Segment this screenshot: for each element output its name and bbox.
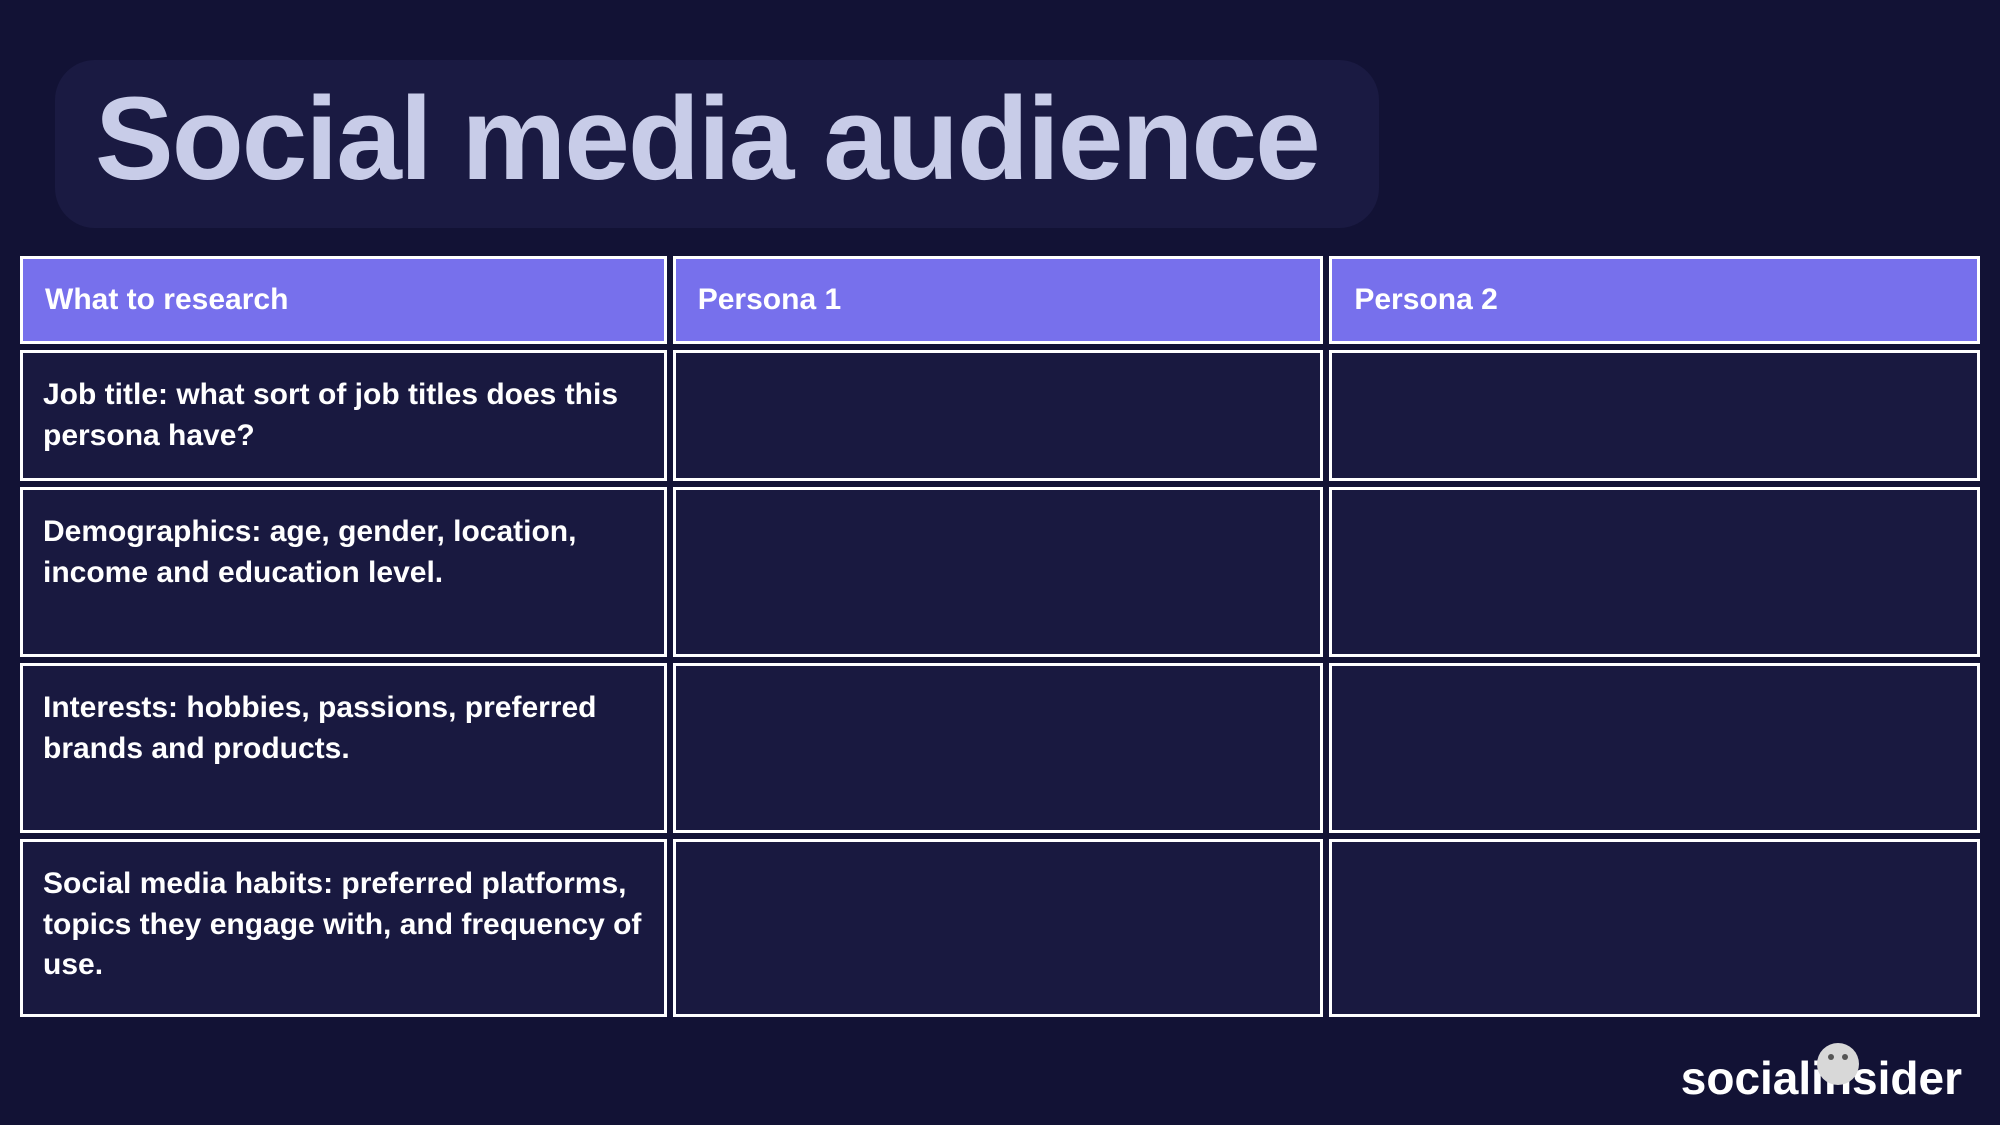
cell-persona2-job-title [1329, 350, 1980, 481]
cell-persona1-interests [673, 663, 1324, 833]
logo-text: socialinsider [1681, 1051, 1962, 1105]
header-what-to-research: What to research [20, 256, 667, 344]
persona-table: What to research Persona 1 Persona 2 Job… [14, 250, 1986, 1023]
cell-persona2-interests [1329, 663, 1980, 833]
cell-persona1-social-media [673, 839, 1324, 1017]
cell-persona2-demographics [1329, 487, 1980, 657]
table-row: Demographics: age, gender, location, inc… [20, 487, 1980, 657]
persona-table-container: What to research Persona 1 Persona 2 Job… [14, 250, 1986, 1023]
cell-persona1-job-title [673, 350, 1324, 481]
cell-persona1-demographics [673, 487, 1324, 657]
cell-persona2-social-media [1329, 839, 1980, 1017]
page-title: Social media audience [95, 80, 1319, 198]
title-container: Social media audience [55, 60, 1379, 228]
table-row: Interests: hobbies, passions, preferred … [20, 663, 1980, 833]
table-row: Job title: what sort of job titles does … [20, 350, 1980, 481]
row-label-interests: Interests: hobbies, passions, preferred … [20, 663, 667, 833]
table-row: Social media habits: preferred platforms… [20, 839, 1980, 1017]
logo-dot-icon [1817, 1043, 1859, 1085]
header-persona-1: Persona 1 [673, 256, 1324, 344]
table-header-row: What to research Persona 1 Persona 2 [20, 256, 1980, 344]
row-label-social-media-habits: Social media habits: preferred platforms… [20, 839, 667, 1017]
row-label-demographics: Demographics: age, gender, location, inc… [20, 487, 667, 657]
brand-logo: socialinsider [1681, 1051, 1962, 1105]
row-label-job-title: Job title: what sort of job titles does … [20, 350, 667, 481]
header-persona-2: Persona 2 [1329, 256, 1980, 344]
